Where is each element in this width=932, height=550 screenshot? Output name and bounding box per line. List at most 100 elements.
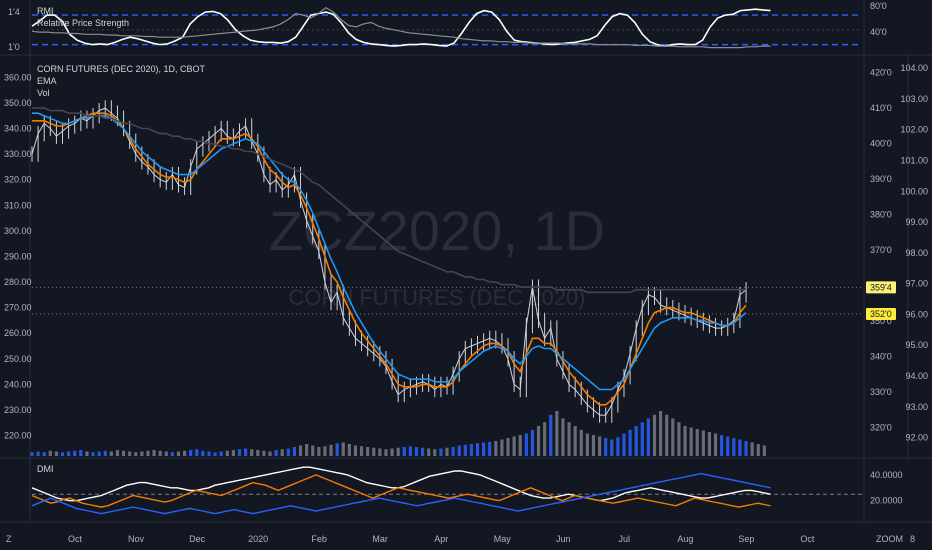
volume-bar <box>677 422 681 456</box>
volume-bar <box>134 452 138 456</box>
volume-bar <box>73 450 77 456</box>
volume-bar <box>347 444 351 456</box>
volume-bar <box>604 438 608 456</box>
volume-bar <box>720 435 724 456</box>
volume-bar <box>256 450 260 456</box>
volume-bar <box>36 451 40 456</box>
rmi-series-line <box>31 6 771 49</box>
volume-bar <box>286 448 290 456</box>
volume-bar <box>250 449 254 456</box>
dmi-label: DMI <box>37 464 54 474</box>
volume-bar <box>207 451 211 456</box>
left-axis-tick-label: 320.00 <box>4 175 32 185</box>
right-axis-index-tick-label: 99.00 <box>905 217 928 227</box>
right-axis-index-tick-label: 104.00 <box>900 63 928 73</box>
dmi-series-line <box>31 466 771 502</box>
x-axis-tick-label: Oct <box>800 534 815 544</box>
zoom-icon: ZOOM <box>876 534 903 544</box>
watermark-description: CORN FUTURES (DEC 2020) <box>288 285 585 310</box>
rmi-pane[interactable]: RMI Relative Price Strength 1'4 1'0 80'0 40'0 <box>8 1 887 52</box>
volume-bar <box>176 451 181 456</box>
volume-bar <box>268 451 272 456</box>
volume-bar <box>341 442 345 456</box>
volume-bar <box>695 429 699 456</box>
volume-bar <box>54 451 59 456</box>
volume-bar <box>762 445 766 456</box>
right-axis-index-tick-label: 92.00 <box>905 433 928 443</box>
left-axis-tick-label: 220.00 <box>4 431 32 441</box>
volume-bar <box>646 418 650 456</box>
volume-bar <box>121 450 126 456</box>
volume-bar <box>97 451 101 456</box>
right-axis-price-tick-label: 420'0 <box>870 68 892 78</box>
right-axis-index-tick-label: 103.00 <box>900 94 928 104</box>
volume-bar <box>85 451 89 456</box>
x-axis-tick-label: Dec <box>189 534 206 544</box>
left-axis-tick-label: 270.00 <box>4 303 32 313</box>
volume-bar <box>536 426 541 456</box>
dmi-pane[interactable]: DMI 40.0000 20.0000 <box>31 464 903 515</box>
volume-bar <box>744 441 748 456</box>
volume-bar <box>195 449 199 456</box>
volume-bar <box>567 422 571 456</box>
right-axis-price-tick-label: 380'0 <box>870 210 892 220</box>
volume-bar <box>292 447 297 456</box>
volume-bar <box>274 450 278 456</box>
volume-bar <box>140 451 144 456</box>
volume-bar <box>244 448 248 456</box>
volume-bar <box>457 445 461 456</box>
volume-bar <box>225 450 229 456</box>
volume-bar <box>433 449 437 456</box>
volume-bar <box>91 452 95 456</box>
volume-bar <box>665 414 669 456</box>
volume-bar <box>353 445 358 456</box>
volume-bar <box>451 447 455 456</box>
x-axis-tick-label: Mar <box>372 534 388 544</box>
dmi-right-tick-label: 40.0000 <box>870 470 903 480</box>
volume-bar <box>213 452 217 456</box>
x-axis-tick-label: Oct <box>68 534 83 544</box>
volume-bar <box>543 422 547 456</box>
left-axis-tick-label: 230.00 <box>4 405 32 415</box>
dmi-series-line <box>31 472 771 515</box>
volume-bar <box>48 450 52 456</box>
volume-bar <box>463 444 467 456</box>
volume-bar <box>756 444 760 456</box>
volume-bar <box>237 449 242 456</box>
right-axis-index-tick-label: 94.00 <box>905 371 928 381</box>
left-axis-tick-label: 290.00 <box>4 251 32 261</box>
volume-bar <box>469 444 474 456</box>
x-axis-tick-label: Jul <box>619 534 631 544</box>
rmi-left-tick-label: 1'0 <box>8 42 20 52</box>
x-axis-tick-label: May <box>494 534 512 544</box>
volume-bar <box>323 446 327 456</box>
price-tag-label: 352'0 <box>870 309 892 319</box>
x-axis-tick-label: Apr <box>434 534 448 544</box>
volume-bar <box>683 426 687 456</box>
volume-bar <box>732 438 736 456</box>
volume-bar <box>555 411 559 456</box>
volume-bar <box>378 448 382 456</box>
volume-bar <box>701 430 705 456</box>
volume-bar <box>475 443 480 456</box>
right-axis-price-tick-label: 330'0 <box>870 387 892 397</box>
volume-bar <box>579 429 583 456</box>
volume-bar <box>420 447 425 456</box>
settings-icon: 8 <box>910 534 915 544</box>
rmi-left-tick-label: 1'4 <box>8 7 20 17</box>
volume-bar <box>726 436 730 456</box>
right-axis-index-tick-label: 98.00 <box>905 248 928 258</box>
left-axis-tick-label: 350.00 <box>4 98 32 108</box>
price-tag-background <box>866 308 896 321</box>
volume-bar <box>280 449 284 456</box>
right-axis-price-tick-label: 390'0 <box>870 174 892 184</box>
series-line-ema-fast <box>32 112 747 406</box>
volume-bar <box>445 447 449 456</box>
volume-bar <box>359 446 364 456</box>
left-axis-tick-label: 340.00 <box>4 124 32 134</box>
volume-bar <box>201 450 205 456</box>
volume-bar <box>30 452 34 456</box>
series-line-ema-slow <box>32 112 747 391</box>
